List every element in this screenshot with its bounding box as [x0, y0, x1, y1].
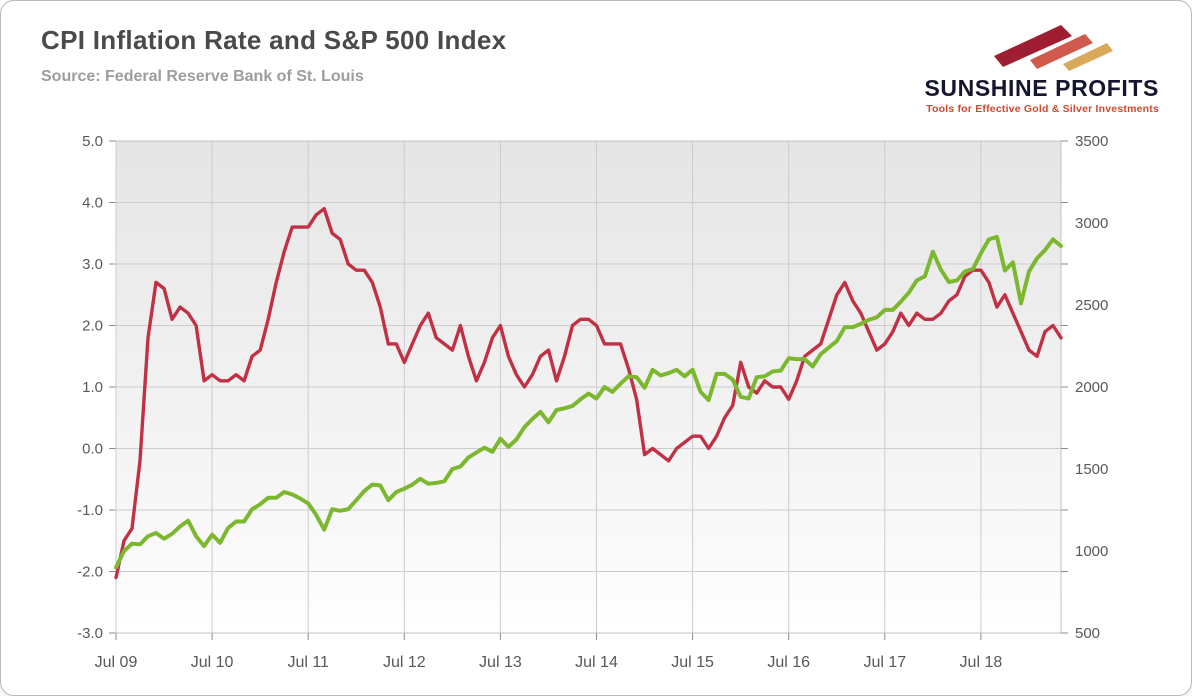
left-axis-label: 4.0	[82, 195, 103, 212]
left-axis-label: 1.0	[82, 379, 103, 396]
chart-svg: 5.0 4.0 3.0 2.0 1.0 0.0 -1.0 -2.0 -3.0 3500 3000 25…	[77, 133, 1108, 671]
sp500-line	[114, 234, 1063, 570]
left-axis-label: 2.0	[82, 318, 103, 335]
logo-arrow-dark-red	[994, 25, 1072, 67]
right-axis-label: 3500	[1075, 133, 1108, 150]
sunshine-profits-logo: SUNSHINE PROFITS Tools for Effective Gol…	[924, 25, 1165, 116]
logo-arrow-light-red	[1030, 34, 1093, 69]
x-axis-label: Jul 14	[575, 654, 618, 671]
right-axis-label: 1000	[1075, 543, 1108, 560]
right-axis-label: 3000	[1075, 215, 1108, 232]
right-axis-label: 500	[1075, 625, 1100, 642]
logo-arrow-gold	[1063, 43, 1113, 71]
right-axis-label: 2500	[1075, 297, 1108, 314]
chart-header: CPI Inflation Rate and S&P 500 Index Sou…	[1, 1, 1191, 126]
logo-tagline: Tools for Effective Gold & Silver Invest…	[926, 103, 1159, 116]
x-axis-label: Jul 11	[287, 654, 329, 671]
cpi-line	[114, 206, 1063, 580]
left-axis-label: -2.0	[77, 564, 103, 581]
x-axis-label: Jul 10	[191, 654, 234, 671]
x-axis-label: Jul 17	[863, 654, 906, 671]
title-block: CPI Inflation Rate and S&P 500 Index Sou…	[41, 25, 506, 86]
right-axis-label: 2000	[1075, 379, 1108, 396]
left-axis-label: 3.0	[82, 256, 103, 273]
page-title: CPI Inflation Rate and S&P 500 Index	[41, 25, 507, 55]
logo-name: SUNSHINE PROFITS	[924, 75, 1159, 101]
left-axis-label: -3.0	[77, 625, 103, 642]
x-axis-label: Jul 15	[671, 654, 714, 671]
logo-arrows-icon	[994, 25, 1113, 71]
x-axis-label: Jul 13	[479, 654, 522, 671]
left-axis-label: -1.0	[77, 502, 103, 519]
x-axis-label: Jul 18	[960, 654, 1003, 671]
x-axis-label: Jul 16	[767, 654, 810, 671]
left-axis-label: 5.0	[82, 133, 103, 150]
right-axis-label: 1500	[1075, 461, 1108, 478]
source-label: Source: Federal Reserve Bank of St. Loui…	[41, 68, 364, 85]
x-axis-label: Jul 09	[95, 654, 138, 671]
left-axis-label: 0.0	[82, 441, 103, 458]
x-axis-label: Jul 12	[383, 654, 426, 671]
